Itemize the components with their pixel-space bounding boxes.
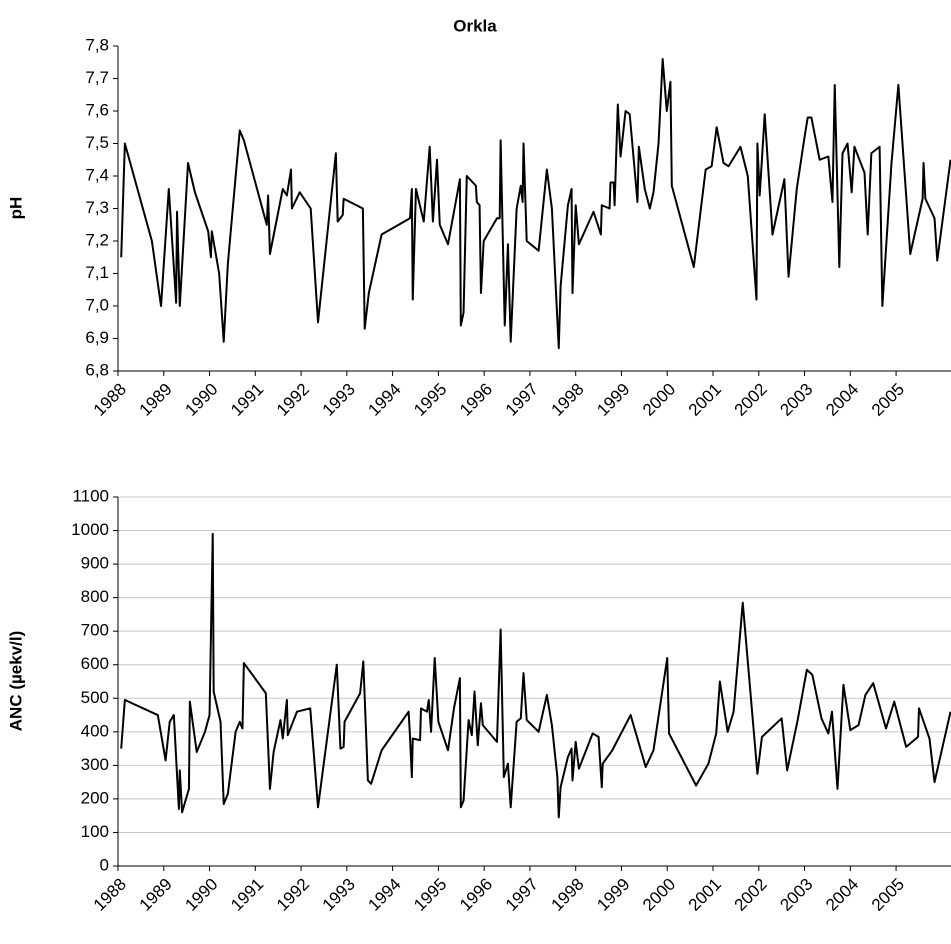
data-line bbox=[120, 532, 951, 819]
x-tick-label: 1991 bbox=[227, 875, 267, 915]
y-tick-label: 900 bbox=[81, 554, 109, 573]
data-line bbox=[120, 58, 951, 350]
y-tick-label: 400 bbox=[81, 721, 109, 740]
x-tick-label: 2002 bbox=[731, 380, 771, 420]
x-tick-label: 1991 bbox=[227, 380, 267, 420]
x-tick-label: 2003 bbox=[776, 380, 816, 420]
x-tick-label: 1997 bbox=[502, 380, 542, 420]
y-tick-label: 6,9 bbox=[85, 328, 109, 347]
y-tick-label: 600 bbox=[81, 654, 109, 673]
y-tick-label: 7,5 bbox=[85, 133, 109, 152]
x-tick-label: 2003 bbox=[776, 875, 816, 915]
y-tick-label: 7,0 bbox=[85, 295, 109, 314]
y-axis-label: pH bbox=[6, 197, 25, 220]
x-tick-label: 1989 bbox=[136, 875, 176, 915]
x-tick-label: 1988 bbox=[90, 380, 130, 420]
x-tick-label: 2001 bbox=[685, 380, 725, 420]
y-tick-label: 7,6 bbox=[85, 100, 109, 119]
y-tick-label: 7,1 bbox=[85, 263, 109, 282]
x-tick-label: 1999 bbox=[593, 380, 633, 420]
y-tick-label: 7,7 bbox=[85, 68, 109, 87]
x-tick-label: 2002 bbox=[731, 875, 771, 915]
x-tick-label: 1994 bbox=[364, 380, 404, 420]
y-tick-label: 500 bbox=[81, 688, 109, 707]
y-tick-label: 7,2 bbox=[85, 230, 109, 249]
x-tick-label: 1992 bbox=[273, 380, 313, 420]
y-tick-label: 7,3 bbox=[85, 198, 109, 217]
x-tick-label: 1995 bbox=[410, 875, 450, 915]
x-tick-label: 1997 bbox=[502, 875, 542, 915]
x-tick-label: 2004 bbox=[822, 875, 862, 915]
x-tick-label: 1999 bbox=[593, 875, 633, 915]
y-tick-label: 100 bbox=[81, 822, 109, 841]
x-tick-label: 2000 bbox=[639, 875, 679, 915]
y-tick-label: 7,4 bbox=[85, 165, 109, 184]
x-tick-label: 1994 bbox=[364, 875, 404, 915]
y-tick-label: 200 bbox=[81, 788, 109, 807]
y-tick-label: 1100 bbox=[72, 486, 109, 505]
x-tick-label: 1998 bbox=[548, 875, 588, 915]
x-tick-label: 1998 bbox=[548, 380, 588, 420]
x-tick-label: 2004 bbox=[822, 380, 862, 420]
x-tick-label: 2005 bbox=[868, 875, 908, 915]
x-tick-label: 2001 bbox=[685, 875, 725, 915]
x-tick-label: 1995 bbox=[410, 380, 450, 420]
y-tick-label: 1000 bbox=[71, 520, 109, 539]
x-tick-label: 2000 bbox=[639, 380, 679, 420]
y-tick-label: 7,8 bbox=[85, 35, 109, 54]
x-tick-label: 1990 bbox=[181, 875, 221, 915]
y-tick-label: 0 bbox=[100, 855, 109, 874]
x-tick-label: 1992 bbox=[273, 875, 313, 915]
chart-title: Orkla bbox=[453, 16, 497, 35]
y-tick-label: 300 bbox=[81, 755, 109, 774]
y-axis-label: ANC (µekv/l) bbox=[6, 631, 25, 731]
y-tick-label: 6,8 bbox=[85, 360, 109, 379]
x-tick-label: 1988 bbox=[90, 875, 130, 915]
y-tick-label: 700 bbox=[81, 621, 109, 640]
y-tick-label: 800 bbox=[81, 587, 109, 606]
x-tick-label: 2005 bbox=[868, 380, 908, 420]
x-tick-label: 1996 bbox=[456, 380, 496, 420]
x-tick-label: 1990 bbox=[181, 380, 221, 420]
x-tick-label: 1989 bbox=[136, 380, 176, 420]
x-tick-label: 1993 bbox=[319, 380, 359, 420]
x-tick-label: 1993 bbox=[319, 875, 359, 915]
x-tick-label: 1996 bbox=[456, 875, 496, 915]
